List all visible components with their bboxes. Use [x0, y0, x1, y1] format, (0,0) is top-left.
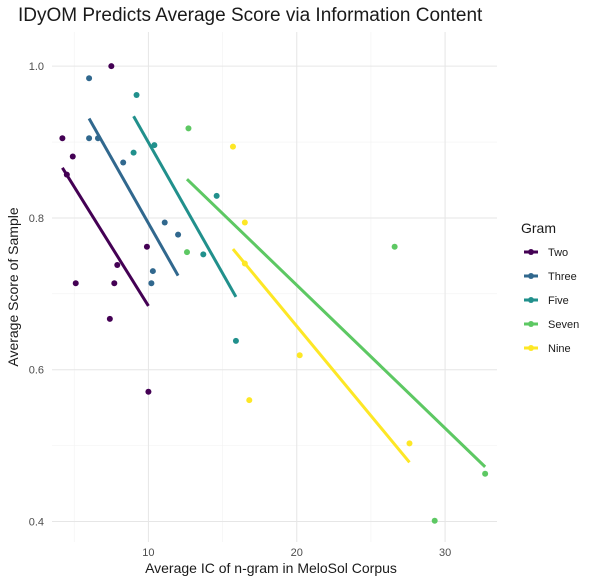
legend-key-point — [528, 297, 534, 303]
point-five — [232, 337, 239, 344]
point-three — [86, 75, 93, 82]
x-tick-label: 10 — [142, 547, 154, 559]
legend-key-point — [528, 345, 534, 351]
point-five — [200, 251, 207, 258]
legend-key-point — [528, 321, 534, 327]
fit-line-seven — [185, 178, 487, 468]
point-two — [114, 261, 121, 268]
legend-key-point — [528, 249, 534, 255]
point-five — [213, 192, 220, 199]
point-five — [133, 91, 140, 98]
legend-key-point — [528, 273, 534, 279]
legend-item-seven: Seven — [524, 319, 579, 331]
point-two — [143, 243, 150, 250]
fit-lines — [61, 115, 487, 468]
point-two — [145, 388, 152, 395]
y-tick-label: 0.6 — [29, 365, 44, 377]
point-three — [161, 219, 168, 226]
point-two — [59, 135, 66, 142]
point-nine — [296, 352, 303, 359]
point-seven — [391, 243, 398, 250]
point-five — [151, 142, 158, 149]
fit-line-nine — [231, 248, 411, 464]
x-tick-label: 20 — [291, 547, 303, 559]
point-two — [63, 171, 70, 178]
point-three — [94, 135, 101, 142]
legend-item-nine: Nine — [524, 343, 571, 355]
y-tick-labels: 0.4 0.6 0.8 1.0 — [29, 61, 44, 528]
legend-label: Three — [548, 271, 577, 283]
point-two — [111, 280, 118, 287]
point-three — [149, 268, 156, 275]
fit-line-three — [87, 117, 180, 277]
point-three — [86, 135, 93, 142]
legend: Gram Two Three Five Seven Nine — [521, 220, 579, 355]
point-seven — [183, 249, 190, 256]
point-three — [175, 231, 182, 238]
point-two — [69, 153, 76, 160]
point-nine — [229, 143, 236, 150]
point-nine — [246, 397, 253, 404]
legend-item-five: Five — [524, 295, 569, 307]
legend-item-two: Two — [524, 247, 568, 259]
x-tick-labels: 10 20 30 — [142, 547, 451, 559]
fit-line-two — [61, 167, 150, 307]
y-tick-label: 0.8 — [29, 213, 44, 225]
legend-title: Gram — [521, 220, 556, 236]
legend-label: Five — [548, 295, 569, 307]
y-tick-label: 0.4 — [29, 517, 44, 529]
point-nine — [241, 219, 248, 226]
point-two — [108, 63, 115, 70]
x-axis-title: Average IC of n-gram in MeloSol Corpus — [145, 560, 397, 576]
point-seven — [482, 470, 489, 477]
point-nine — [406, 440, 413, 447]
chart-title: IDyOM Predicts Average Score via Informa… — [18, 5, 483, 26]
fit-line-five — [132, 115, 238, 298]
point-five — [130, 149, 137, 156]
grid — [52, 32, 497, 542]
legend-item-three: Three — [524, 271, 577, 283]
legend-label: Nine — [548, 343, 571, 355]
x-tick-label: 30 — [439, 547, 451, 559]
y-tick-label: 1.0 — [29, 61, 44, 73]
point-two — [72, 280, 79, 287]
legend-label: Seven — [548, 319, 579, 331]
point-seven — [185, 125, 192, 132]
point-seven — [431, 517, 438, 524]
point-two — [106, 315, 113, 322]
point-nine — [241, 260, 248, 267]
legend-label: Two — [548, 247, 568, 259]
y-axis-title: Average Score of Sample — [5, 207, 21, 366]
point-three — [120, 159, 127, 166]
point-three — [148, 280, 155, 287]
data-points — [59, 63, 489, 524]
